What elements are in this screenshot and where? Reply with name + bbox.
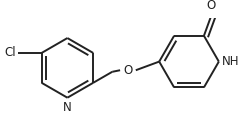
Text: O: O	[123, 64, 133, 77]
Text: NH: NH	[222, 55, 239, 68]
Text: Cl: Cl	[4, 46, 16, 60]
Text: N: N	[63, 101, 72, 114]
Text: O: O	[207, 0, 216, 12]
